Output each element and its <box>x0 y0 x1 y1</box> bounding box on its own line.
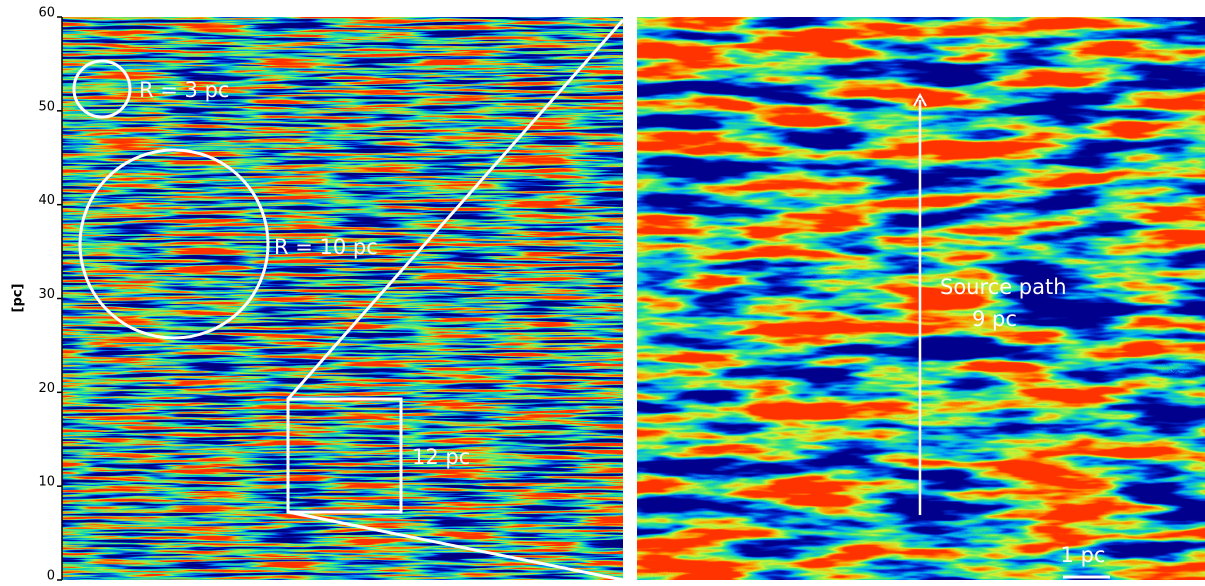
annotation: R = 3 pc <box>139 78 229 102</box>
y-tick-label: 30 <box>38 287 55 302</box>
y-tick-label: 20 <box>38 381 55 396</box>
y-tick-label: 50 <box>38 99 55 114</box>
annotation: Source path <box>940 275 1067 299</box>
annotation: 9 pc <box>972 307 1017 331</box>
annotation: 12 pc <box>412 445 470 469</box>
y-tick-label: 0 <box>47 569 55 584</box>
left-map <box>62 17 623 580</box>
large-circle <box>78 148 270 340</box>
y-tick-label: 10 <box>38 475 55 490</box>
zoom-box <box>286 397 403 514</box>
zoom-line <box>286 19 625 400</box>
annotation: 1 pc <box>1061 543 1106 567</box>
y-tick-label: 40 <box>38 193 55 208</box>
y-tick-label: 60 <box>38 6 55 21</box>
annotation: R = 10 pc <box>274 235 378 259</box>
small-circle <box>72 59 132 119</box>
overlay <box>72 19 1110 582</box>
y-axis-label: [pc] <box>11 284 26 313</box>
arrow-head <box>913 92 927 107</box>
zoom-line <box>287 510 624 582</box>
